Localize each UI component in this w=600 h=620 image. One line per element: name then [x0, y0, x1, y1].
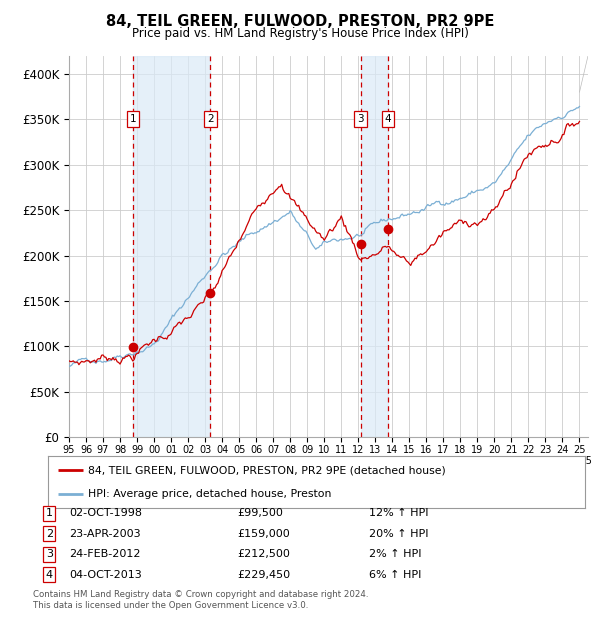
- Text: 4: 4: [385, 114, 391, 125]
- Text: 6% ↑ HPI: 6% ↑ HPI: [369, 570, 421, 580]
- Bar: [361, 56, 388, 437]
- Text: 84, TEIL GREEN, FULWOOD, PRESTON, PR2 9PE: 84, TEIL GREEN, FULWOOD, PRESTON, PR2 9P…: [106, 14, 494, 29]
- Text: £229,450: £229,450: [237, 570, 290, 580]
- Text: 1: 1: [130, 114, 136, 125]
- Text: 04-OCT-2013: 04-OCT-2013: [69, 570, 142, 580]
- Text: 3: 3: [46, 549, 53, 559]
- Text: 2: 2: [46, 529, 53, 539]
- Text: 20% ↑ HPI: 20% ↑ HPI: [369, 529, 428, 539]
- Text: HPI: Average price, detached house, Preston: HPI: Average price, detached house, Pres…: [88, 489, 332, 499]
- Text: 2: 2: [207, 114, 214, 125]
- Bar: [133, 56, 211, 437]
- Text: 12% ↑ HPI: 12% ↑ HPI: [369, 508, 428, 518]
- Text: 24-FEB-2012: 24-FEB-2012: [69, 549, 140, 559]
- Text: £159,000: £159,000: [237, 529, 290, 539]
- Text: 23-APR-2003: 23-APR-2003: [69, 529, 140, 539]
- Text: 84, TEIL GREEN, FULWOOD, PRESTON, PR2 9PE (detached house): 84, TEIL GREEN, FULWOOD, PRESTON, PR2 9P…: [88, 466, 446, 476]
- Text: 2% ↑ HPI: 2% ↑ HPI: [369, 549, 421, 559]
- Text: 02-OCT-1998: 02-OCT-1998: [69, 508, 142, 518]
- Text: 1: 1: [46, 508, 53, 518]
- Text: Price paid vs. HM Land Registry's House Price Index (HPI): Price paid vs. HM Land Registry's House …: [131, 27, 469, 40]
- Text: 3: 3: [358, 114, 364, 125]
- Text: £212,500: £212,500: [237, 549, 290, 559]
- Text: Contains HM Land Registry data © Crown copyright and database right 2024.: Contains HM Land Registry data © Crown c…: [33, 590, 368, 599]
- Text: 4: 4: [46, 570, 53, 580]
- Text: £99,500: £99,500: [237, 508, 283, 518]
- Text: This data is licensed under the Open Government Licence v3.0.: This data is licensed under the Open Gov…: [33, 601, 308, 610]
